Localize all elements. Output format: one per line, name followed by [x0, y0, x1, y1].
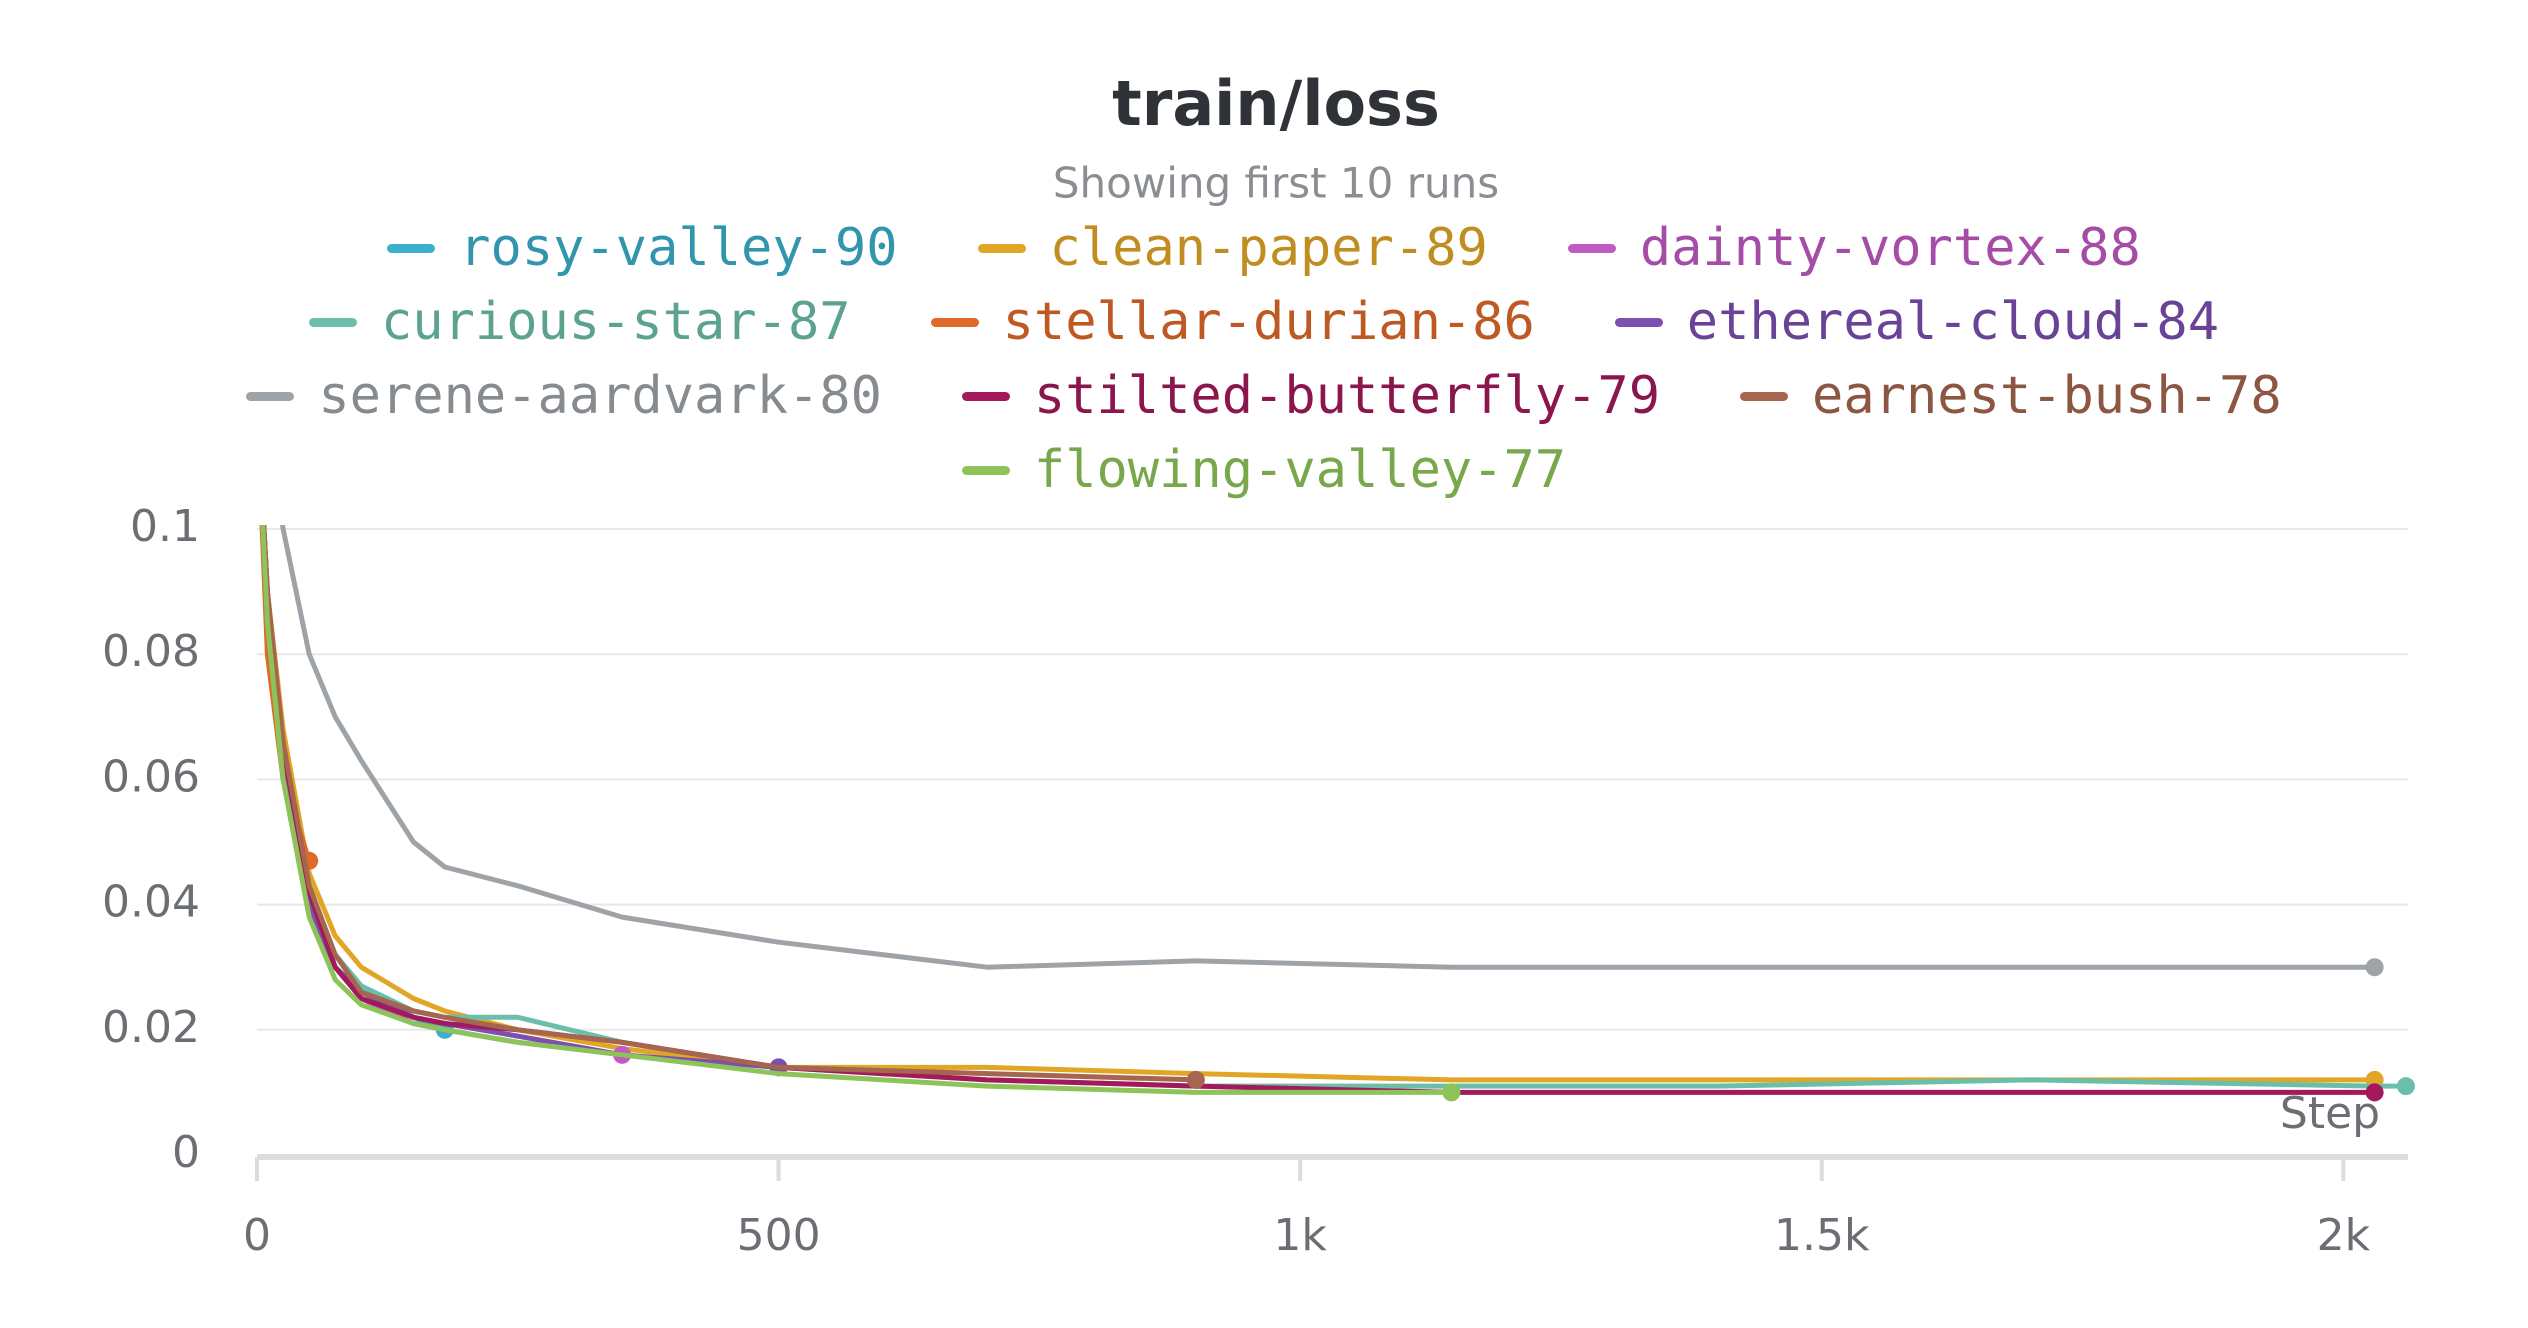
- series-line: [260, 525, 2409, 1089]
- legend-swatch: [961, 465, 1010, 475]
- series-line: [260, 525, 625, 1058]
- legend-item[interactable]: clean-paper-89: [977, 218, 1488, 278]
- end-marker: [2365, 1083, 2384, 1102]
- legend-label: ethereal-cloud-84: [1686, 292, 2220, 352]
- legend-label: clean-paper-89: [1049, 218, 1488, 278]
- legend-swatch: [930, 317, 979, 327]
- legend-label: serene-aardvark-80: [318, 366, 882, 426]
- y-tick-label: 0.08: [102, 626, 200, 677]
- series-line: [261, 525, 2378, 1083]
- legend-swatch: [1614, 317, 1663, 327]
- legend-label: rosy-valley-90: [459, 218, 898, 278]
- legend-item[interactable]: serene-aardvark-80: [246, 366, 882, 426]
- legend-swatch: [1740, 391, 1789, 401]
- x-tick-label: 500: [737, 1210, 821, 1261]
- y-tick-label: 0: [172, 1127, 200, 1178]
- legend-swatch: [1567, 243, 1616, 253]
- x-tick-label: 1k: [1273, 1210, 1327, 1261]
- legend-label: stilted-butterfly-79: [1033, 366, 1661, 426]
- x-tick-label: 2k: [2317, 1210, 2371, 1261]
- legend-swatch: [977, 243, 1026, 253]
- legend-swatch: [308, 317, 357, 327]
- y-tick-label: 0.02: [102, 1002, 200, 1053]
- legend-label: flowing-valley-77: [1033, 440, 1567, 500]
- y-tick-label: 0.1: [130, 501, 200, 552]
- chart-title: train/loss: [1112, 67, 1440, 140]
- legend-label: curious-star-87: [380, 292, 851, 352]
- plot-area: [259, 525, 2415, 1102]
- chart-subtitle: Showing first 10 runs: [1053, 159, 1499, 208]
- legend-label: stellar-durian-86: [1002, 292, 1535, 352]
- legend-item[interactable]: curious-star-87: [308, 292, 851, 352]
- legend: rosy-valley-90 clean-paper-89 dainty-vorte…: [164, 218, 2364, 500]
- legend-label: dainty-vortex-88: [1639, 218, 2141, 278]
- x-tick-label: 0: [243, 1210, 271, 1261]
- legend-item[interactable]: ethereal-cloud-84: [1614, 292, 2220, 352]
- legend-item[interactable]: dainty-vortex-88: [1567, 218, 2141, 278]
- x-tick-label: 1.5k: [1774, 1210, 1870, 1261]
- series-line: [260, 525, 1454, 1095]
- legend-item[interactable]: rosy-valley-90: [387, 218, 898, 278]
- end-marker: [2396, 1077, 2415, 1096]
- legend-item[interactable]: earnest-bush-78: [1740, 366, 2282, 426]
- legend-item[interactable]: flowing-valley-77: [961, 440, 1567, 500]
- y-tick-label: 0.04: [102, 877, 200, 928]
- legend-item[interactable]: stilted-butterfly-79: [961, 366, 1661, 426]
- legend-swatch: [961, 391, 1010, 401]
- legend-item[interactable]: stellar-durian-86: [930, 292, 1535, 352]
- end-marker: [1186, 1070, 1205, 1089]
- series-line: [261, 525, 1199, 1083]
- series-line: [280, 525, 2378, 970]
- x-axis-label: Step: [2280, 1088, 2380, 1139]
- end-marker: [2365, 958, 2384, 977]
- legend-label: earnest-bush-78: [1812, 366, 2282, 426]
- series-line: [261, 525, 2378, 1095]
- y-tick-label: 0.06: [102, 751, 200, 802]
- legend-swatch: [387, 243, 436, 253]
- legend-swatch: [246, 391, 295, 401]
- end-marker: [1442, 1083, 1461, 1102]
